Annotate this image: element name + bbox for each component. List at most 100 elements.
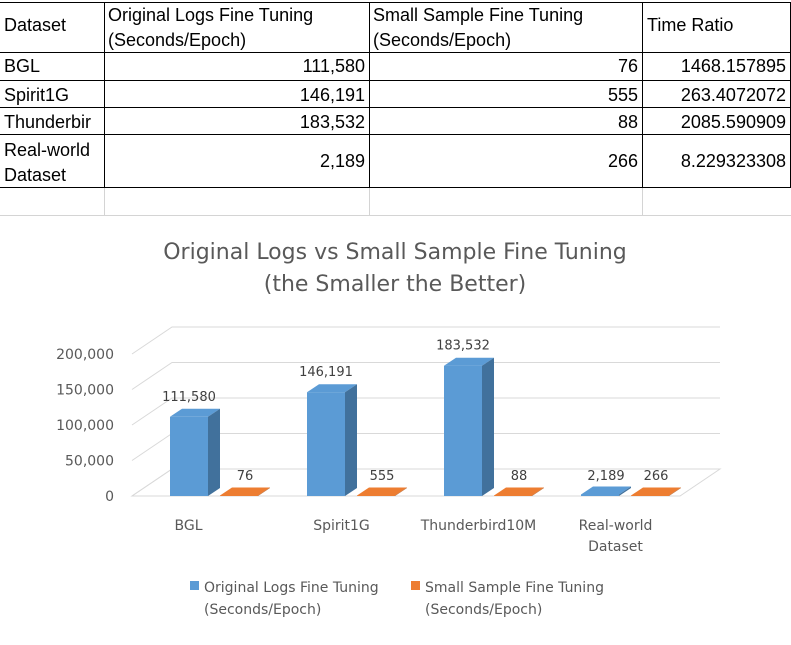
data-label: 88 [511,469,528,484]
bar-front [357,495,395,496]
cell-dataset[interactable]: BGL [4,56,41,76]
bar-side [482,357,494,496]
cell-dataset-line2[interactable]: Dataset [4,165,67,185]
table-border [369,2,370,188]
bar-original [307,384,357,496]
bar-side [345,384,357,496]
header-dataset[interactable]: Dataset [4,15,67,35]
bar-side [669,487,681,496]
legend-label: (Seconds/Epoch) [204,602,321,618]
data-label: 183,532 [436,339,490,354]
cell-dataset[interactable]: Spirit1G [4,85,70,105]
bar-original [170,408,220,496]
bar-small [220,487,270,496]
cell-ratio[interactable]: 2085.590909 [680,112,786,132]
header-small-line1[interactable]: Small Sample Fine Tuning [373,5,584,25]
legend-label: Original Logs Fine Tuning [204,580,379,596]
table-border [0,80,791,81]
x-category-label: Spirit1G [313,518,370,534]
bar-top [170,408,220,417]
legend-label: Small Sample Fine Tuning [425,580,604,596]
spreadsheet-table: Dataset Original Logs Fine Tuning (Secon… [0,0,791,216]
data-label: 555 [370,469,395,484]
data-label: 2,189 [587,469,624,484]
bar-front [494,495,532,496]
bar-front [581,494,619,496]
legend: Original Logs Fine Tuning (Seconds/Epoch)… [190,580,604,618]
bar-side [395,487,407,496]
cell-dataset-line1[interactable]: Real-world [4,140,91,160]
y-tick-label: 50,000 [65,454,114,470]
x-category-label: Dataset [588,539,643,555]
data-label: 266 [644,469,669,484]
bar-front [170,416,208,496]
cell-ratio[interactable]: 1468.157895 [680,56,786,76]
legend-swatch [190,581,199,590]
bar-front [631,495,669,496]
table-border [642,2,643,188]
cell-original[interactable]: 111,580 [302,56,365,76]
gridline [131,397,720,426]
gridline [131,326,720,355]
chart-subtitle: (the Smaller the Better) [264,272,527,297]
chart-container[interactable]: Original Logs vs Small Sample Fine Tunin… [0,216,791,640]
table-border [0,107,791,108]
bar-side [208,408,220,496]
bar-small [494,487,544,496]
header-time-ratio[interactable]: Time Ratio [647,15,734,35]
bar-small [631,487,681,496]
bar-side [258,487,270,496]
cell-original[interactable]: 2,189 [319,151,365,171]
gridlines [130,326,722,497]
sheet-gridline [0,215,791,216]
bar-chart: Original Logs vs Small Sample Fine Tunin… [56,240,722,618]
sheet-gridline [104,188,105,216]
legend-label: (Seconds/Epoch) [425,602,542,618]
x-category-label: Thunderbird10M [420,518,537,534]
bar-top [444,357,494,366]
cell-small[interactable]: 76 [617,56,638,76]
table-border [0,134,791,135]
bar-top [581,486,631,495]
cell-original[interactable]: 146,191 [299,85,365,105]
header-original-line2[interactable]: (Seconds/Epoch) [108,30,247,50]
bar-front [444,365,482,496]
table-border [0,52,791,53]
chart-floor [130,468,722,497]
sheet-gridline [369,188,370,216]
y-axis-ticks: 0 50,000 100,000 150,000 200,000 [56,347,114,505]
table-border [0,2,791,3]
category-labels: BGL Spirit1G Thunderbird10M Real-world Datas… [174,518,652,555]
bar-original [581,486,631,496]
cell-ratio[interactable]: 8.229323308 [680,151,786,171]
bar-side [619,486,631,496]
table-border [0,187,791,188]
bars [170,357,681,496]
data-labels: 111,580 76 146,191 555 183,532 88 2,189 266 [162,339,668,484]
bar-top [220,487,270,496]
cell-dataset[interactable]: Thunderbir [4,112,92,132]
table-border [104,2,105,188]
bar-small [357,487,407,496]
cell-ratio[interactable]: 263.4072072 [680,85,786,105]
data-label: 111,580 [162,390,216,405]
data-label: 76 [237,469,254,484]
y-tick-label: 0 [105,489,114,505]
gridline [131,468,720,497]
header-original-line1[interactable]: Original Logs Fine Tuning [108,5,314,25]
y-tick-label: 150,000 [56,383,114,399]
header-small-line2[interactable]: (Seconds/Epoch) [373,30,512,50]
bar-top [357,487,407,496]
cell-small[interactable]: 266 [607,151,638,171]
cell-original[interactable]: 183,532 [299,112,365,132]
chart-title: Original Logs vs Small Sample Fine Tunin… [163,240,627,265]
y-tick-label: 100,000 [56,418,114,434]
bar-top [307,384,357,393]
x-category-label: Real-world [579,518,653,534]
bar-original [444,357,494,496]
cell-small[interactable]: 88 [617,112,638,132]
cell-small[interactable]: 555 [607,85,638,105]
gridline [131,433,720,461]
bar-side [532,487,544,496]
bar-front [220,495,258,496]
